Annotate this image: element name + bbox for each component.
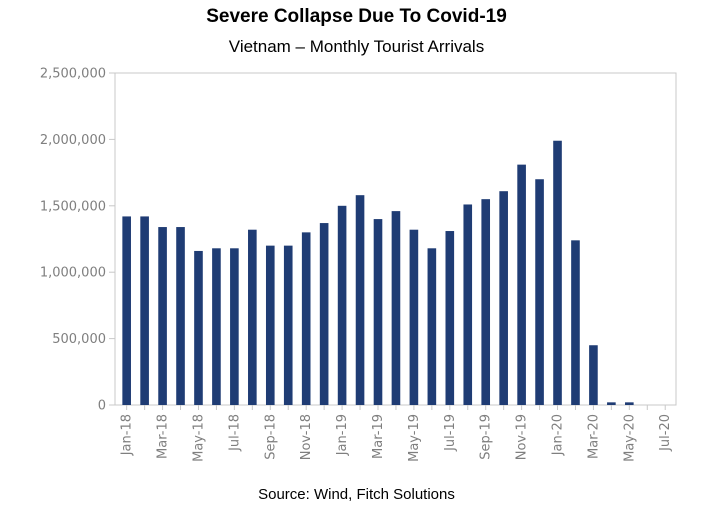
bar-oct-18 [283,245,293,405]
bar-jun-18 [212,248,221,405]
y-tick-label: 500,000 [52,332,106,347]
x-tick-label: Jan-20 [551,414,566,456]
bar-mar-18 [158,227,167,405]
bar-nov-19 [517,164,526,405]
x-tick-label: Sep-18 [263,414,278,460]
x-tick-label: Jul-18 [227,414,242,452]
x-tick-label: Nov-18 [299,414,314,460]
chart-title: Severe Collapse Due To Covid-19 [206,6,507,27]
bar-aug-18 [248,229,257,405]
bar-oct-19 [499,191,508,405]
x-tick-label: Jan-18 [120,414,135,456]
x-tick-label: Mar-18 [156,414,171,459]
bar-jul-18 [230,248,239,405]
bar-mar-20 [589,345,598,405]
bar-may-18 [194,250,203,405]
bar-feb-20 [571,240,580,405]
source-note: Source: Wind, Fitch Solutions [258,486,455,503]
x-axis: Jan-18 Mar-18 May-18 Jul-18 Sep-18 Nov-18 Jan-… [120,405,673,462]
x-tick-label: Mar-20 [586,414,601,459]
x-tick-label: Sep-19 [479,414,494,460]
y-axis: 2,500,000 2,000,000 1,500,000 1,000,000 500,… [40,67,115,414]
y-tick-label: 1,500,000 [40,199,106,214]
bar-dec-19 [535,179,544,405]
bar-sep-18 [265,245,275,405]
x-tick-label: Mar-19 [371,414,386,459]
y-tick-label: 2,500,000 [40,67,106,82]
bar-apr-19 [391,211,401,405]
y-tick-label: 1,000,000 [40,266,106,281]
x-tick-label: Jul-20 [658,414,673,452]
chart-subtitle: Vietnam – Monthly Tourist Arrivals [228,37,485,56]
bar-may-20 [625,402,634,405]
bar-mar-19 [373,219,383,405]
bar-jan-18 [122,216,131,405]
bar-apr-18 [176,227,185,405]
bar-nov-18 [301,232,311,405]
y-tick-label: 2,000,000 [40,133,106,148]
y-tick-label: 0 [98,399,106,414]
bar-feb-18 [140,216,149,405]
x-tick-label: Jul-19 [443,414,458,452]
bar-may-19 [409,229,419,405]
x-tick-label: Jan-19 [335,414,350,456]
bar-jul-19 [445,231,455,405]
bar-apr-20 [607,402,616,405]
bar-jun-19 [427,248,437,405]
bar-series [122,140,634,405]
bar-feb-19 [355,195,365,405]
x-tick-label: May-20 [622,414,637,462]
bar-jan-19 [337,205,347,405]
bar-sep-19 [481,199,491,405]
bar-dec-18 [319,223,329,405]
bar-jan-20 [553,140,562,405]
x-tick-label: May-18 [191,414,206,462]
x-tick-label: Nov-19 [515,414,530,460]
x-tick-label: May-19 [407,414,422,462]
bar-aug-19 [463,204,473,405]
